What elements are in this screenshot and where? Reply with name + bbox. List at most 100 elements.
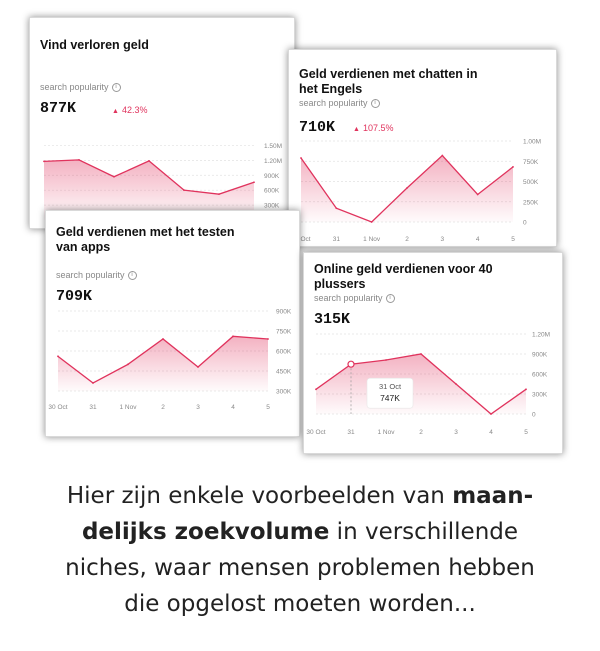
tooltip-box (366, 377, 414, 409)
metric-value: 710K (299, 119, 336, 136)
data-point (197, 366, 199, 368)
x-tick-label: 30 Oct (306, 429, 325, 436)
card-title: Vind verloren geld (40, 38, 149, 52)
y-tick-label: 1.20M (532, 332, 550, 339)
y-tick-label: 0 (532, 412, 536, 419)
x-tick-label: 1 Nov (363, 236, 381, 243)
x-tick-label: 2 (405, 236, 409, 243)
data-point (512, 166, 514, 168)
y-tick-label: 1.20M (264, 158, 282, 165)
data-point (370, 221, 373, 223)
metric-label: search popularity i (40, 82, 121, 93)
data-point (385, 359, 387, 361)
x-tick-label: 31 (333, 236, 341, 243)
info-icon[interactable]: i (111, 83, 121, 93)
y-tick-label: 1.00M (523, 139, 541, 146)
trend-chart: 900K 750K 600K 450K 300K 30 Oct 31 1 Nov 2 3 4 5 (48, 309, 292, 412)
y-tick-label: 450K (276, 369, 292, 376)
y-tick-label: 300K (276, 389, 292, 396)
tooltip-marker (347, 360, 355, 368)
x-tick-label: 3 (454, 429, 458, 436)
tooltip-date: 31 Oct (379, 382, 402, 391)
x-tick-label: 31 (347, 429, 355, 436)
y-tick-label: 500K (523, 179, 539, 186)
trend-card-vind-verloren-geld: Vind verloren geld search popularity i 87… (29, 17, 295, 229)
y-tick-label: 750K (276, 329, 292, 336)
series-area (44, 159, 254, 220)
trend-card-testen-apps: Geld verdienen met het testen van apps s… (45, 210, 300, 437)
metric-value: 315K (314, 311, 351, 328)
data-point (267, 338, 269, 340)
y-tick-label: 1.50M (264, 143, 282, 150)
data-point (232, 335, 234, 338)
x-tick-label: 4 (476, 236, 480, 243)
trend-card-chatten-engels: Geld verdienen met chatten in het Engels… (288, 49, 557, 247)
data-point (78, 158, 80, 161)
data-point (92, 382, 94, 384)
y-tick-label: 600K (276, 349, 292, 356)
x-tick-label: 3 (196, 404, 200, 411)
metric-value: 877K (40, 100, 77, 117)
data-point (43, 160, 45, 163)
data-point (218, 193, 220, 196)
y-tick-label: 250K (523, 199, 539, 206)
data-point (127, 363, 129, 366)
data-point (406, 187, 408, 189)
x-tick-label: 30 Oct (291, 236, 310, 243)
x-tick-label: 5 (524, 429, 528, 436)
caption: Hier zijn enkele voorbeelden van maan- d… (0, 478, 600, 622)
card-title: Geld verdienen met het testen van apps (56, 225, 235, 254)
info-icon[interactable]: i (385, 294, 395, 304)
x-tick-label: 1 Nov (378, 429, 396, 436)
data-point (420, 353, 422, 355)
x-tick-label: 4 (231, 404, 235, 411)
series-area (316, 354, 526, 414)
metric-value: 709K (56, 288, 93, 305)
y-tick-label: 900K (276, 309, 292, 316)
metric-label: search popularity i (314, 293, 395, 304)
y-tick-label: 300K (532, 392, 548, 399)
data-point (300, 157, 302, 159)
data-point (441, 154, 444, 157)
data-point (490, 413, 492, 415)
y-tick-label: 900K (264, 173, 280, 180)
x-tick-label: 30 Oct (48, 404, 67, 411)
x-tick-label: 31 (89, 404, 97, 411)
series-area (58, 336, 268, 391)
y-tick-label: 750K (523, 159, 539, 166)
data-point (315, 388, 317, 391)
trend-card-40-plussers: Online geld verdienen voor 40 plussers s… (303, 252, 563, 454)
card-title: Geld verdienen met chatten in het Engels (299, 67, 478, 96)
trend-chart: 1.00M 750K 500K 250K 0 30 Oct 31 1 Nov 2 3 4 5 (291, 139, 541, 244)
data-point (335, 207, 338, 210)
x-tick-label: 5 (266, 404, 270, 411)
info-icon[interactable]: i (370, 99, 380, 109)
y-tick-label: 900K (532, 352, 548, 359)
info-icon[interactable]: i (127, 271, 137, 281)
trend-chart: 1.50M 1.20M 900K 600K 300K (43, 143, 282, 220)
data-point (525, 388, 527, 391)
y-tick-label: 600K (532, 372, 548, 379)
data-point (253, 181, 255, 184)
metric-label: search popularity i (56, 270, 137, 281)
data-point (455, 383, 457, 385)
change-badge: ▲ 42.3% (112, 105, 148, 115)
metric-label: search popularity i (299, 98, 380, 109)
x-tick-label: 4 (489, 429, 493, 436)
caption-line: Hier zijn enkele voorbeelden van maan- (66, 483, 534, 509)
caption-line: niches, waar mensen problemen hebben (65, 555, 535, 581)
data-point (183, 189, 185, 192)
x-tick-label: 3 (441, 236, 445, 243)
trend-chart: 1.20M 900K 600K 300K 0 30 Oct 31 1 Nov 2 3 4 5 31 Oc… (306, 332, 550, 437)
x-tick-label: 1 Nov (120, 404, 138, 411)
card-title: Online geld verdienen voor 40 plussers (314, 262, 493, 291)
caption-line: delijks zoekvolume in verschillende (81, 519, 519, 545)
data-point (476, 193, 479, 196)
y-tick-label: 600K (264, 188, 280, 195)
data-point (113, 175, 115, 178)
trend-up-icon: ▲ (112, 108, 119, 115)
x-tick-label: 2 (161, 404, 165, 411)
x-tick-label: 5 (511, 236, 515, 243)
y-tick-label: 300K (264, 203, 280, 210)
y-tick-label: 0 (523, 220, 527, 227)
